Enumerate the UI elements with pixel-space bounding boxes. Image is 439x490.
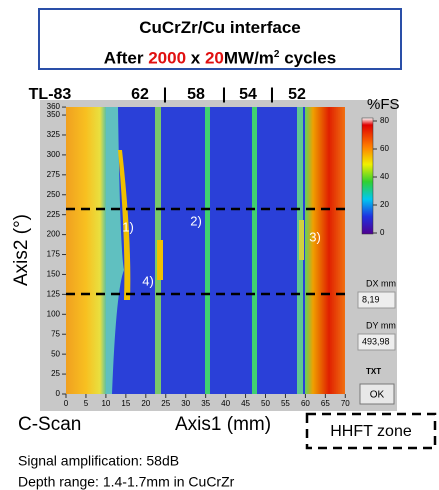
y-tick-label: 225 xyxy=(47,210,61,219)
x-tick-label: 10 xyxy=(101,399,110,408)
header-label: TL-83 xyxy=(29,86,72,103)
header-label: | xyxy=(222,86,226,103)
y-tick-label: 250 xyxy=(47,190,61,199)
header-label: 52 xyxy=(288,86,306,103)
ok-button[interactable] xyxy=(359,383,395,405)
y-tick-label: 50 xyxy=(51,349,60,358)
x-tick-label: 35 xyxy=(201,399,210,408)
color-tick-label: 40 xyxy=(380,172,389,181)
annotation: 1) xyxy=(122,219,134,234)
annotation: 3) xyxy=(309,229,321,244)
color-tick-label: 0 xyxy=(380,228,385,237)
text: x xyxy=(186,48,205,68)
color-bar xyxy=(361,117,374,235)
title-box: CuCrZr/Cu interface After 2000 x 20MW/m2… xyxy=(38,8,402,70)
y-tick-label: 275 xyxy=(47,170,61,179)
x-tick-label: 0 xyxy=(64,399,69,408)
dy-label: DY mm xyxy=(366,320,396,330)
header-label: 54 xyxy=(239,86,257,103)
x-tick-label: 45 xyxy=(241,399,250,408)
note: Depth range: 1.4-1.7mm in CuCrZr xyxy=(18,474,235,490)
x-tick-label: 40 xyxy=(221,399,230,408)
header-label: | xyxy=(163,86,167,103)
title-line: After 2000 x 20MW/m2 cycles xyxy=(40,41,400,72)
y-tick-label: 300 xyxy=(47,150,61,159)
x-tick-label: 25 xyxy=(161,399,170,408)
panel-name: C-Scan xyxy=(18,414,81,435)
title-line: CuCrZr/Cu interface xyxy=(139,18,301,37)
dx-box xyxy=(357,291,396,309)
x-tick-label: 70 xyxy=(341,399,350,408)
y-tick-label: 75 xyxy=(51,329,60,338)
header-label: 62 xyxy=(131,86,149,103)
x-tick-label: 5 xyxy=(84,399,89,408)
zone-box xyxy=(305,412,437,450)
color-scale-label: %FS xyxy=(367,96,400,113)
y-axis-label: Axis2 (°) xyxy=(11,214,32,286)
dy-box xyxy=(357,333,396,351)
x-tick-label: 50 xyxy=(261,399,270,408)
text: 20 xyxy=(204,48,224,68)
text: cycles xyxy=(279,48,337,68)
zone-label: HHFT zone xyxy=(330,423,412,440)
x-tick-label: 20 xyxy=(141,399,150,408)
header-label: 58 xyxy=(187,86,205,103)
heatmap xyxy=(66,107,345,394)
y-tick-label: 200 xyxy=(47,230,61,239)
y-tick-label: 175 xyxy=(47,250,61,259)
color-tick-label: 20 xyxy=(380,200,389,209)
x-tick-label: 30 xyxy=(181,399,190,408)
text: 2 xyxy=(273,49,280,60)
x-tick-label: 65 xyxy=(321,399,330,408)
y-tick-label: 150 xyxy=(47,270,61,279)
dy-value: 493,98 xyxy=(362,336,390,346)
x-tick-label: 55 xyxy=(281,399,290,408)
ok-label[interactable]: OK xyxy=(370,390,385,401)
y-tick-label: 25 xyxy=(51,369,60,378)
color-tick-label: 60 xyxy=(380,144,389,153)
y-tick-label: 0 xyxy=(56,389,61,398)
y-tick-label: 360 xyxy=(47,102,61,111)
x-tick-label: 15 xyxy=(121,399,130,408)
annotation: 4) xyxy=(142,273,154,288)
dx-label: DX mm xyxy=(366,278,396,288)
y-tick-label: 350 xyxy=(47,110,61,119)
y-tick-label: 100 xyxy=(47,309,61,318)
annotation: 2) xyxy=(190,213,202,228)
y-tick-label: 125 xyxy=(47,289,61,298)
text: MW/m xyxy=(223,48,274,68)
txt-label: TXT xyxy=(366,367,381,376)
text: After xyxy=(103,48,149,68)
dx-value: 8,19 xyxy=(362,294,380,304)
color-tick-label: 80 xyxy=(380,116,389,125)
note: Signal amplification: 58dB xyxy=(18,453,179,469)
x-axis-label: Axis1 (mm) xyxy=(175,414,271,435)
x-tick-label: 60 xyxy=(301,399,310,408)
text: 2000 xyxy=(148,48,187,68)
header-label: | xyxy=(270,86,274,103)
y-tick-label: 325 xyxy=(47,130,61,139)
